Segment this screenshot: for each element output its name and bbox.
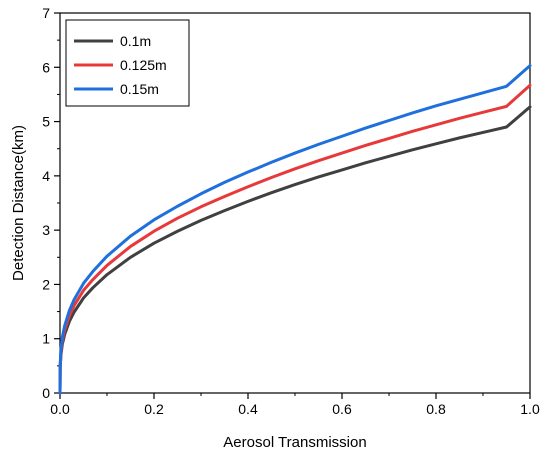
x-tick-label: 0.0 — [50, 401, 70, 417]
x-tick-label: 0.6 — [332, 401, 352, 417]
x-tick-label: 0.8 — [426, 401, 446, 417]
legend-label: 0.125m — [120, 57, 167, 73]
y-tick-label: 6 — [42, 59, 50, 75]
y-axis-label: Detection Distance(km) — [10, 125, 27, 281]
x-axis-ticks: 0.0 0.2 0.4 0.6 0.8 1.0 — [50, 393, 540, 417]
legend-items: 0.1m 0.125m 0.15m — [74, 33, 167, 97]
x-tick-label: 0.4 — [238, 401, 258, 417]
series-layer — [58, 64, 532, 395]
legend-label: 0.1m — [120, 33, 151, 49]
y-tick-label: 5 — [42, 114, 50, 130]
legend-box — [65, 19, 190, 107]
legend-label: 0.15m — [120, 81, 159, 97]
y-tick-label: 0 — [42, 385, 50, 401]
x-tick-label: 0.2 — [144, 401, 164, 417]
y-axis-ticks: 0 1 2 3 4 5 6 7 — [42, 5, 60, 401]
y-tick-label: 2 — [42, 276, 50, 292]
y-tick-label: 1 — [42, 331, 50, 347]
series-line-0.125m — [58, 83, 532, 395]
y-tick-label: 7 — [42, 5, 50, 21]
series-line-0.1m — [58, 105, 532, 395]
y-tick-label: 4 — [42, 168, 50, 184]
series-line-0.15m — [58, 64, 532, 395]
y-tick-label: 3 — [42, 222, 50, 238]
legend: 0.1m 0.125m 0.15m — [65, 19, 190, 107]
x-axis-label: Aerosol Transmission — [223, 434, 366, 451]
x-tick-label: 1.0 — [520, 401, 540, 417]
